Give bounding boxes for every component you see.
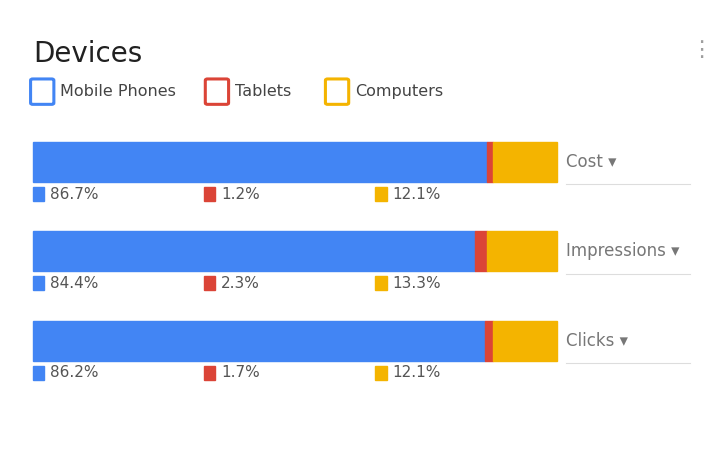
Bar: [494, 142, 557, 182]
Text: Impressions ▾: Impressions ▾: [566, 243, 680, 260]
Bar: [33, 276, 44, 290]
Text: 84.4%: 84.4%: [50, 276, 98, 291]
Bar: [475, 231, 487, 271]
Bar: [375, 366, 387, 380]
Bar: [204, 366, 215, 380]
Text: 2.3%: 2.3%: [221, 276, 260, 291]
Bar: [485, 321, 494, 361]
Bar: [33, 321, 485, 361]
Text: Computers: Computers: [355, 84, 443, 99]
Text: Clicks ▾: Clicks ▾: [566, 332, 628, 350]
Bar: [33, 187, 44, 201]
Text: 86.7%: 86.7%: [50, 187, 99, 202]
Bar: [494, 321, 557, 361]
Bar: [487, 231, 557, 271]
Text: 86.2%: 86.2%: [50, 365, 99, 380]
FancyBboxPatch shape: [205, 79, 229, 104]
Bar: [375, 276, 387, 290]
Bar: [33, 142, 487, 182]
Bar: [487, 142, 494, 182]
Text: 1.7%: 1.7%: [221, 365, 260, 380]
Text: Devices: Devices: [33, 40, 142, 68]
Bar: [204, 187, 215, 201]
Bar: [33, 366, 44, 380]
Text: 1.2%: 1.2%: [221, 187, 260, 202]
Text: ⋮: ⋮: [689, 40, 712, 60]
FancyBboxPatch shape: [325, 79, 349, 104]
Bar: [375, 187, 387, 201]
Text: 12.1%: 12.1%: [392, 365, 440, 380]
Text: Cost ▾: Cost ▾: [566, 153, 617, 171]
Bar: [33, 231, 475, 271]
Text: Mobile Phones: Mobile Phones: [60, 84, 176, 99]
Bar: [204, 276, 215, 290]
Text: 13.3%: 13.3%: [392, 276, 441, 291]
Text: 12.1%: 12.1%: [392, 187, 440, 202]
FancyBboxPatch shape: [31, 79, 54, 104]
Text: Tablets: Tablets: [235, 84, 291, 99]
